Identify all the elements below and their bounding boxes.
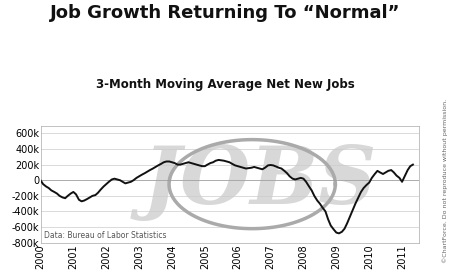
Text: Data: Bureau of Labor Statistics: Data: Bureau of Labor Statistics <box>44 231 167 240</box>
Text: JOBS: JOBS <box>143 143 377 220</box>
Text: 3-Month Moving Average Net New Jobs: 3-Month Moving Average Net New Jobs <box>95 78 355 91</box>
Text: ©ChartForce. Do not reproduce without permission.: ©ChartForce. Do not reproduce without pe… <box>442 99 448 263</box>
Text: Job Growth Returning To “Normal”: Job Growth Returning To “Normal” <box>50 4 400 22</box>
